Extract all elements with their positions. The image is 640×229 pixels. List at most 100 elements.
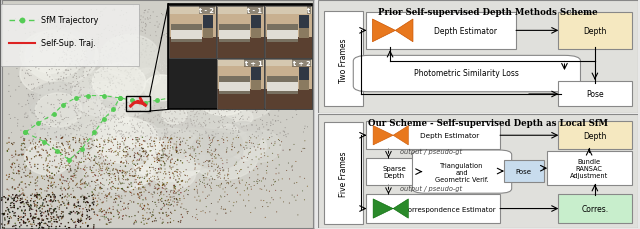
Point [170,118,180,121]
Point [157,64,168,68]
Point [249,66,259,70]
Point [60,150,70,153]
Point [117,205,127,208]
Point [115,196,125,200]
Point [63,134,74,138]
Point [89,76,99,79]
Point [118,154,129,158]
Point [234,109,244,113]
Point [192,213,202,216]
Point [205,55,215,59]
Point [47,177,58,180]
Point [108,9,118,13]
Point [43,164,53,168]
Point [223,174,233,178]
Point [138,147,148,151]
Point [86,62,96,66]
Point [133,210,143,214]
Point [90,133,100,136]
Point [54,68,64,72]
Point [243,80,253,84]
Point [51,143,61,146]
Point [44,193,54,197]
Point [302,185,312,188]
Point [175,173,185,176]
Point [216,49,226,52]
Point [158,221,168,224]
Circle shape [166,150,198,172]
Point [189,78,200,81]
Point [244,116,254,120]
Point [239,148,250,151]
Point [117,171,127,175]
Point [231,129,241,133]
Point [192,79,202,83]
Point [209,72,220,76]
Point [160,147,170,151]
Point [145,120,156,123]
Point [200,184,210,188]
Point [56,137,66,141]
Point [88,127,99,131]
Bar [217,60,264,110]
Point [168,43,178,47]
Point [204,193,214,197]
Point [73,165,83,169]
Point [164,88,174,92]
Point [207,154,217,158]
Point [184,11,195,15]
Point [189,47,200,51]
Point [85,184,95,188]
Point [97,187,107,191]
Point [101,45,111,49]
Point [157,200,167,203]
Point [121,12,131,15]
Point [159,59,170,63]
Point [45,76,55,79]
Point [64,170,74,173]
Point [185,30,195,33]
Point [175,151,186,155]
Point [94,145,104,149]
Point [259,125,269,129]
Point [168,15,178,19]
Point [70,204,80,207]
Point [67,211,77,214]
Point [51,210,61,214]
Point [269,180,280,184]
Point [125,174,136,178]
Point [253,134,264,138]
Point [221,110,232,114]
Point [44,13,54,16]
Point [124,147,134,150]
Point [163,203,173,207]
Point [69,85,79,89]
Point [65,40,75,44]
Point [71,39,81,42]
Point [143,125,154,128]
Point [242,147,252,150]
Point [199,92,209,96]
Point [164,171,174,174]
Point [161,202,172,206]
Point [207,160,218,163]
Point [26,93,36,97]
Point [237,98,247,102]
Point [73,117,83,121]
Point [169,190,179,193]
Point [2,206,12,210]
Point [52,215,62,219]
Point [218,121,228,125]
Point [77,195,87,198]
Point [193,73,203,77]
Point [142,142,152,146]
Point [194,37,204,41]
Point [236,111,246,114]
Point [109,8,119,12]
Point [130,113,140,116]
Point [134,168,145,171]
Point [52,30,63,34]
Point [111,197,121,200]
Circle shape [29,83,84,123]
Point [85,68,95,72]
